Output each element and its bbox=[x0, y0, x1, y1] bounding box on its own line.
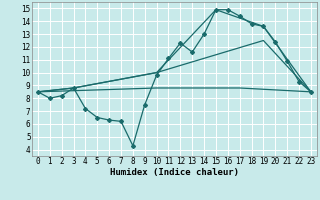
X-axis label: Humidex (Indice chaleur): Humidex (Indice chaleur) bbox=[110, 168, 239, 177]
